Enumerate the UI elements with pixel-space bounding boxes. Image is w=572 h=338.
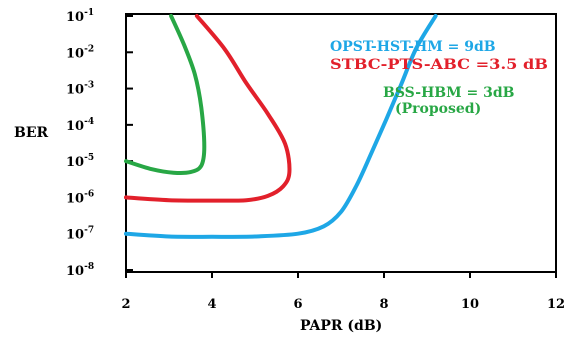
y-tick-label: 10-5 [66,153,94,170]
plot-frame [125,13,557,273]
x-axis: 2 4 6 8 10 12 [121,272,565,312]
legend-stbc: STBC-PTS-ABC =3.5 dB [330,57,548,73]
series-line-2 [124,14,207,176]
x-tick-label: 4 [207,297,216,312]
legend-proposed: (Proposed) [395,101,481,117]
y-axis-title: BER [14,125,49,141]
y-tick-label: 10-6 [66,189,94,206]
legend-opst: OPST-HST-HM = 9dB [330,39,496,55]
y-tick-label: 10-3 [66,81,94,98]
curves [124,14,438,239]
series-line-0 [124,14,438,239]
x-tick-label: 8 [379,297,388,312]
y-tick-label: 10-8 [66,262,94,279]
x-tick-label: 10 [461,297,479,312]
legend-bss: BSS-HBM = 3dB [383,85,515,101]
y-axis: 10-8 10-7 10-6 10-5 10-4 10-3 10-2 10-1 [66,8,133,279]
y-tick-label: 10-4 [66,117,94,134]
x-axis-title: PAPR (dB) [300,318,382,334]
y-tick-label: 10-1 [66,8,94,25]
x-tick-label: 6 [293,297,302,312]
y-tick-label: 10-7 [66,226,94,243]
x-tick-label: 12 [547,297,565,312]
series-line-1 [124,14,292,203]
x-tick-label: 2 [121,297,130,312]
y-tick-label: 10-2 [66,44,94,61]
